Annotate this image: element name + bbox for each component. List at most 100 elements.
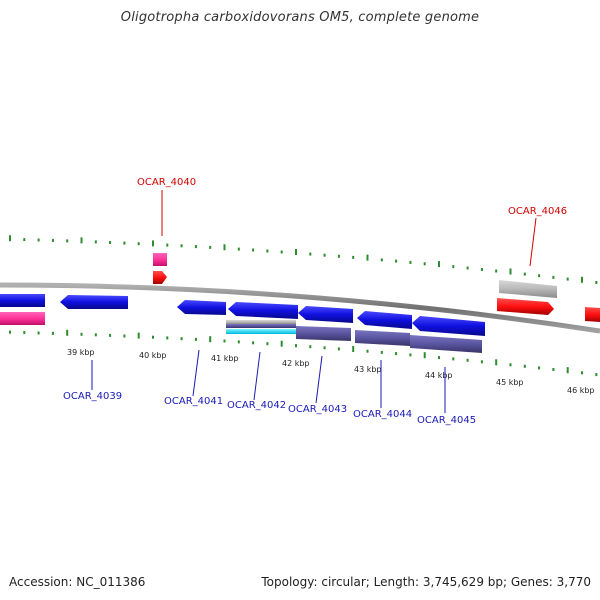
gene-label[interactable]: OCAR_4043 <box>288 404 347 415</box>
tick-minor <box>9 330 11 334</box>
tick-major <box>352 346 355 352</box>
tick-minor <box>552 368 555 371</box>
gene-feature-blue-arrow[interactable] <box>412 316 485 336</box>
tick-minor <box>595 281 598 284</box>
tick-minor <box>452 265 455 269</box>
tick-minor <box>480 360 483 364</box>
tick-minor <box>51 331 54 335</box>
tick-major <box>366 254 369 261</box>
tick-minor <box>23 238 26 242</box>
gene-feature-blue-arrow[interactable] <box>177 300 226 315</box>
tick-minor <box>395 352 398 356</box>
tick-minor <box>280 250 283 254</box>
gene-feature-red-arrow[interactable] <box>497 298 554 315</box>
tick-minor <box>194 245 197 249</box>
gene-features <box>0 253 600 353</box>
tick-major <box>423 352 426 359</box>
tick-major <box>152 240 154 247</box>
gene-label[interactable]: OCAR_4045 <box>417 415 476 426</box>
tick-minor <box>109 241 112 244</box>
map-title: Oligotropha carboxidovorans OM5, complet… <box>120 10 480 25</box>
tick-major <box>137 332 140 339</box>
tick-minor <box>252 341 255 345</box>
tick-minor <box>80 332 83 336</box>
gene-label[interactable]: OCAR_4041 <box>164 396 223 407</box>
gene-feature-red-arrow[interactable] <box>585 307 600 322</box>
tick-minor <box>152 335 154 339</box>
genome-summary-text: Topology: circular; Length: 3,745,629 bp… <box>261 575 591 589</box>
gene-label[interactable]: OCAR_4040 <box>137 177 196 188</box>
gene-feature-pink[interactable] <box>0 312 45 325</box>
gene-feature-red-arrow[interactable] <box>153 271 167 284</box>
tick-row-upper <box>9 235 598 284</box>
tick-row-lower <box>9 329 598 377</box>
tick-minor <box>123 241 126 245</box>
gene-feature-cyan[interactable] <box>226 329 296 334</box>
gene-feature-cds[interactable] <box>226 324 296 328</box>
tick-minor <box>123 334 126 338</box>
accession-text: Accession: NC_011386 <box>9 575 146 589</box>
tick-minor <box>495 269 498 273</box>
gene-label[interactable]: OCAR_4044 <box>353 409 412 420</box>
tick-minor <box>323 253 326 257</box>
tick-minor <box>309 345 312 349</box>
gene-labels: OCAR_4039 OCAR_4040 OCAR_4041 OCAR_4042 … <box>63 177 567 426</box>
tick-minor <box>438 356 440 360</box>
gene-feature-cds[interactable] <box>355 330 410 346</box>
tick-minor <box>337 254 340 258</box>
gene-feature-cds[interactable] <box>296 326 351 341</box>
tick-minor <box>166 243 169 247</box>
tick-minor <box>581 371 583 375</box>
gene-feature-blue-arrow[interactable] <box>60 295 128 309</box>
tick-major <box>581 276 583 283</box>
tick-minor <box>252 248 255 252</box>
tick-minor <box>266 342 269 346</box>
gene-label[interactable]: OCAR_4039 <box>63 391 122 402</box>
gene-feature-gray[interactable] <box>226 320 296 324</box>
tick-minor <box>480 268 483 271</box>
gene-feature-gray[interactable] <box>499 280 557 298</box>
gene-feature-blue-arrow[interactable] <box>357 311 412 329</box>
tick-minor <box>452 357 455 361</box>
gene-feature-blue-arrow[interactable] <box>298 306 353 323</box>
scale-label: 44 kbp <box>425 371 453 380</box>
tick-major <box>66 329 69 336</box>
tick-minor <box>309 252 312 256</box>
tick-minor <box>323 346 326 350</box>
tick-minor <box>66 239 69 243</box>
tick-minor <box>237 340 240 344</box>
tick-minor <box>380 350 383 354</box>
leader-line <box>315 355 323 404</box>
tick-minor <box>380 258 383 262</box>
tick-minor <box>409 353 412 357</box>
gene-label[interactable]: OCAR_4042 <box>227 400 286 411</box>
leader-lines <box>91 190 537 413</box>
tick-minor <box>552 275 555 279</box>
gene-feature-cds[interactable] <box>410 335 482 353</box>
tick-major <box>438 261 440 268</box>
tick-major <box>509 268 512 275</box>
tick-minor <box>137 242 140 246</box>
tick-minor <box>337 347 340 351</box>
tick-major <box>295 249 297 255</box>
tick-minor <box>180 337 183 341</box>
tick-minor <box>352 255 355 259</box>
tick-minor <box>595 373 598 377</box>
gene-label[interactable]: OCAR_4046 <box>508 206 567 217</box>
scale-label: 40 kbp <box>139 351 167 360</box>
scale-labels: 39 kbp 40 kbp 41 kbp 42 kbp 43 kbp 44 kb… <box>67 348 595 395</box>
tick-minor <box>566 277 569 281</box>
tick-minor <box>23 331 26 335</box>
scale-label: 41 kbp <box>211 354 239 363</box>
gene-feature-blue[interactable] <box>0 294 45 307</box>
gene-feature-blue-arrow[interactable] <box>228 302 298 319</box>
tick-major <box>495 359 498 366</box>
tick-minor <box>523 364 526 368</box>
scale-label: 46 kbp <box>567 386 595 395</box>
gene-feature-pink[interactable] <box>153 253 167 266</box>
tick-major <box>566 367 569 374</box>
scale-label: 45 kbp <box>496 378 524 387</box>
tick-minor <box>366 349 369 353</box>
